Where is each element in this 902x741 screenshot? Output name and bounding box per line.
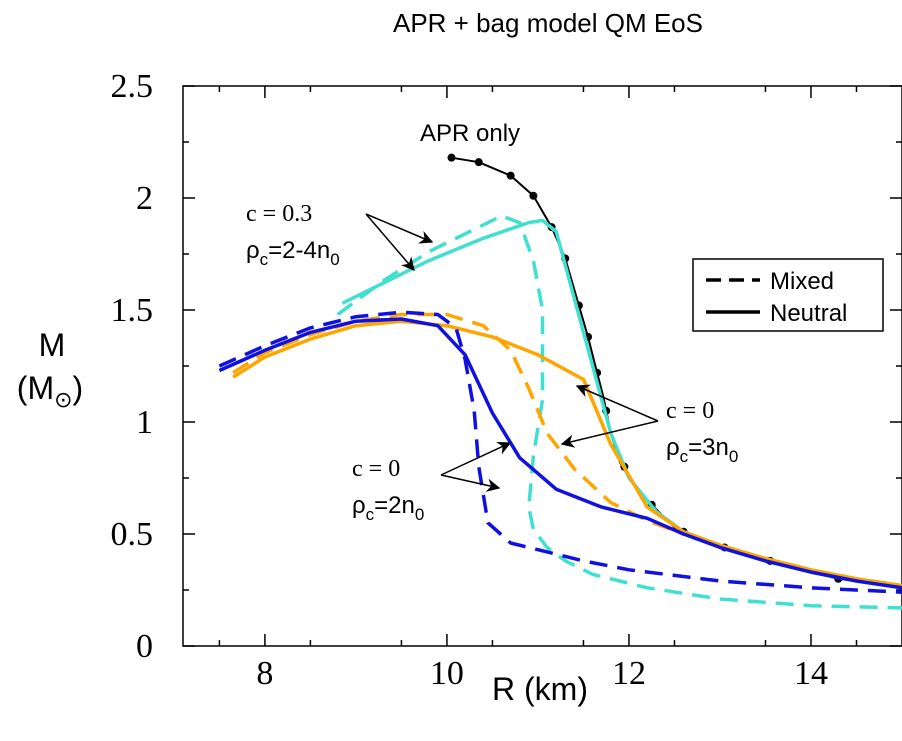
subscript-c: c — [260, 250, 269, 269]
apr-data-marker — [506, 171, 515, 180]
apr-data-marker — [529, 191, 538, 200]
apr-data-marker — [447, 153, 456, 162]
x-tick-label: 12 — [612, 655, 646, 692]
annotation-c03-arrow-1 — [365, 213, 434, 244]
annotation-c0-2n-line1: c = 0 — [352, 456, 400, 482]
rho-symbol: ρ — [352, 492, 366, 519]
y-axis-label-open: (M — [17, 370, 54, 406]
legend-label-mixed: Mixed — [770, 268, 834, 295]
y-axis-label-line1: M — [39, 327, 66, 363]
density-value: =2n — [374, 492, 415, 519]
annotation-c03-arrow-2 — [365, 213, 415, 272]
annotation-apr-only: APR only — [420, 120, 520, 147]
series-line-cyan-mixed — [336, 214, 902, 610]
y-tick-label: 0 — [136, 628, 153, 665]
annotation-c0-3n-line1: c = 0 — [666, 398, 714, 424]
subscript-zero: 0 — [415, 505, 424, 524]
y-tick-label: 2 — [136, 180, 153, 217]
y-axis-label-line2: (M⊙) — [17, 370, 83, 412]
subscript-c: c — [680, 447, 689, 466]
plot-area-border — [182, 85, 902, 647]
chart-title: APR + bag model QM EoS — [393, 8, 703, 38]
y-tick-label: 1.5 — [111, 292, 154, 329]
y-tick-label: 2.5 — [111, 68, 154, 105]
series-line-blue-neutral — [218, 317, 902, 590]
annotation-c0-3n-line2: ρc=3n0 — [666, 434, 738, 466]
series-line-orange-mixed — [232, 312, 902, 588]
density-range: =2-4n — [268, 237, 330, 264]
legend: Mixed Neutral — [692, 258, 884, 332]
rho-symbol: ρ — [666, 434, 680, 461]
legend-label-neutral: Neutral — [770, 300, 847, 327]
apr-data-marker — [474, 158, 483, 167]
y-tick-label: 0.5 — [111, 516, 154, 553]
legend-box — [692, 258, 884, 332]
subscript-zero: 0 — [330, 250, 339, 269]
x-tick-label: 14 — [794, 655, 828, 692]
x-axis-label: R (km) — [492, 671, 588, 707]
y-tick-label: 1 — [136, 404, 153, 441]
annotation-c0-2n-arrow-1 — [440, 441, 512, 476]
x-tick-label: 8 — [256, 655, 273, 692]
rho-symbol: ρ — [246, 237, 260, 264]
annotation-c0-2n-line2: ρc=2n0 — [352, 492, 424, 524]
series-layer — [218, 153, 902, 610]
annotation-c0-3n-arrow-1 — [575, 384, 659, 422]
annotation-c0-2n-arrow-2 — [440, 474, 501, 492]
series-line-blue-mixed — [218, 310, 902, 594]
series-group — [218, 153, 902, 610]
subscript-zero: 0 — [729, 447, 738, 466]
annotations: APR only c = 0.3 ρc=2-4n0 c = 0 ρc=3n0 c… — [246, 120, 738, 524]
axis-ticks: 8 10 12 14 0 0.5 1 1.5 2 2.5 — [111, 68, 902, 692]
y-axis-label-sun-symbol: ⊙ — [54, 387, 72, 412]
density-value: =3n — [688, 434, 729, 461]
series-line-orange-neutral — [232, 319, 902, 588]
y-axis-label-close: ) — [73, 370, 84, 406]
annotation-c03-line2: ρc=2-4n0 — [246, 237, 340, 269]
plot-frame — [182, 85, 902, 647]
annotation-c0-3n-arrow-2 — [560, 420, 659, 448]
x-tick-label: 10 — [430, 655, 464, 692]
subscript-c: c — [366, 505, 375, 524]
annotation-c03-line1: c = 0.3 — [246, 201, 312, 227]
